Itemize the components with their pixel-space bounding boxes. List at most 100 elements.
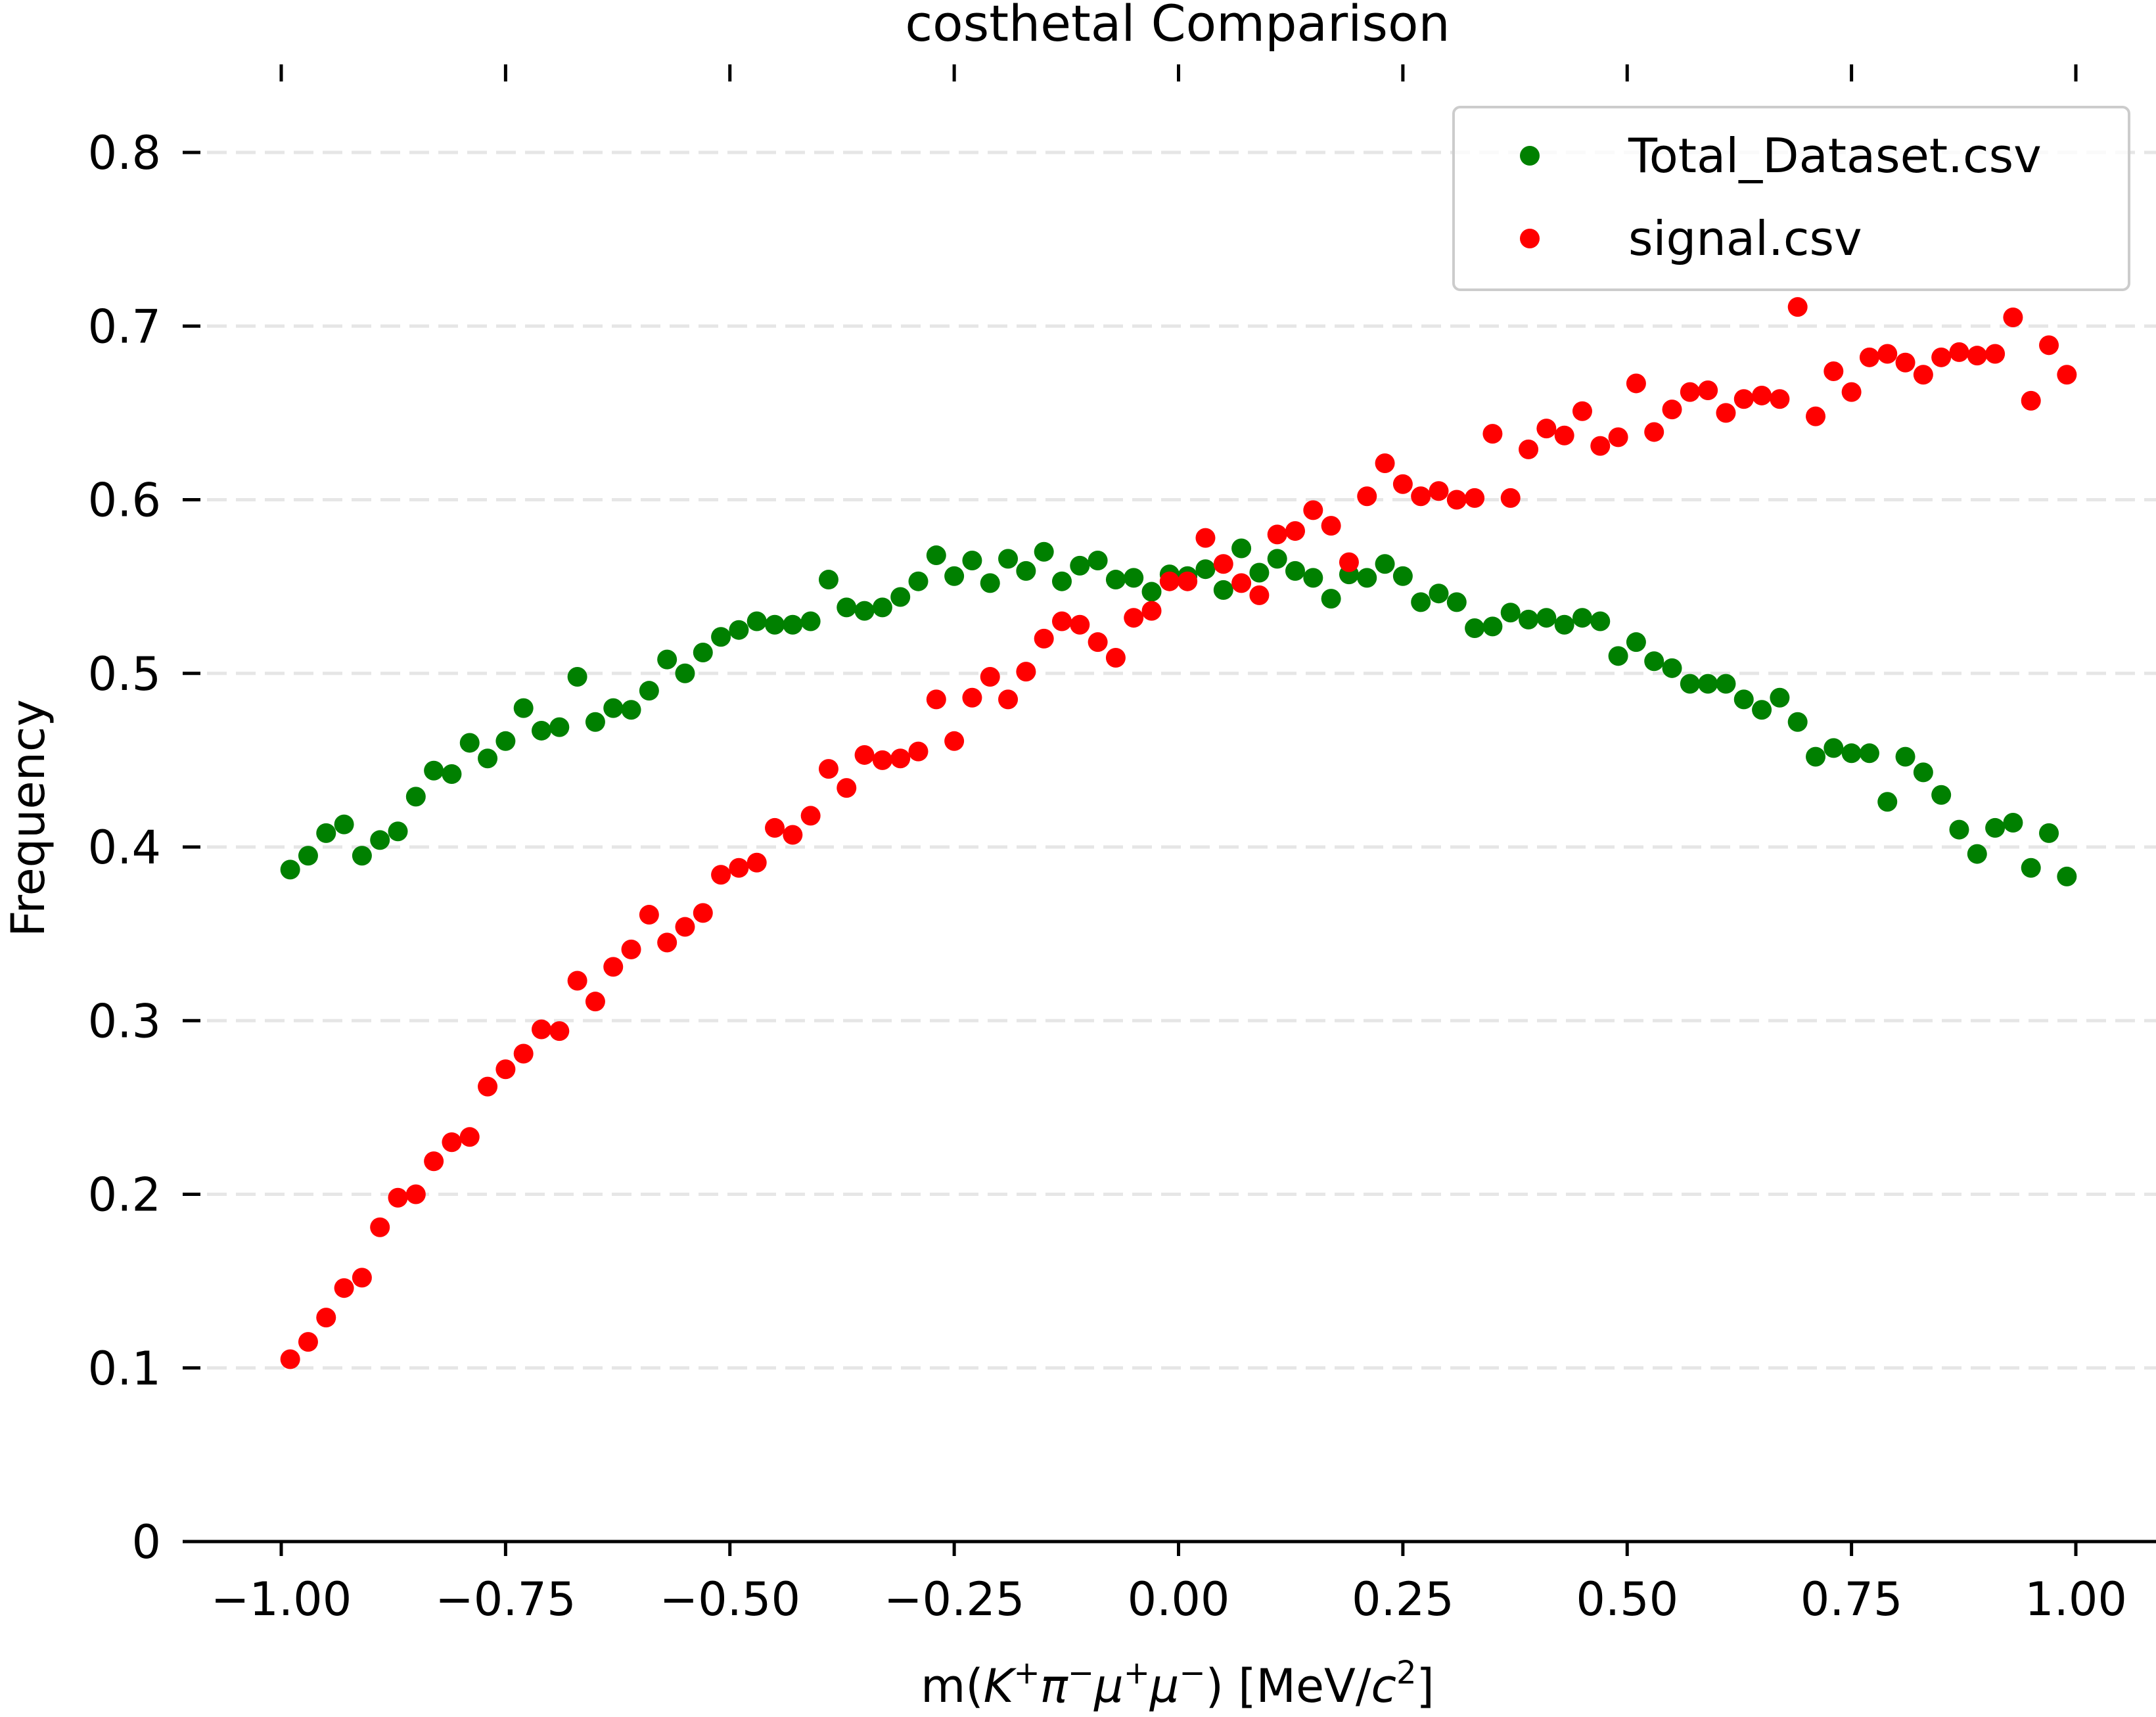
data-point (531, 1019, 551, 1040)
data-point (298, 846, 318, 866)
data-point (1716, 674, 1736, 694)
data-point (1070, 555, 1090, 576)
data-point (280, 1349, 300, 1369)
data-point (890, 587, 911, 607)
data-point (1178, 571, 1198, 591)
data-point (316, 1308, 336, 1328)
data-point (962, 550, 982, 570)
data-point (1823, 361, 1844, 381)
legend-marker-signal (1520, 229, 1540, 248)
data-point (1787, 712, 1808, 732)
data-point (962, 687, 982, 708)
data-point (1051, 571, 1072, 591)
data-point (1913, 762, 1933, 783)
data-point (2039, 823, 2059, 843)
data-point (944, 566, 965, 586)
data-point (1931, 347, 1952, 367)
data-point (1716, 403, 1736, 423)
data-point (872, 750, 892, 770)
data-point (1124, 568, 1144, 588)
data-point (908, 741, 929, 762)
data-point (1213, 580, 1233, 600)
data-point (1536, 608, 1557, 628)
data-point (1070, 614, 1090, 635)
data-point (2039, 335, 2059, 355)
data-point (1949, 819, 1969, 840)
data-point (2057, 866, 2077, 886)
x-tick-label: 0.75 (1800, 1572, 1903, 1626)
data-point (729, 858, 749, 878)
data-point (478, 748, 498, 769)
data-point (603, 957, 624, 977)
data-point (1698, 674, 1718, 694)
data-point (1375, 554, 1395, 574)
data-point (639, 905, 659, 925)
legend-label-total-dataset: Total_Dataset.csv (1628, 128, 2042, 183)
data-point (1034, 628, 1054, 649)
data-point (352, 1268, 372, 1288)
data-point (1105, 570, 1126, 590)
data-point (2021, 858, 2041, 878)
data-point (639, 681, 659, 701)
data-point (585, 992, 605, 1012)
data-point (388, 1187, 408, 1208)
data-point (1733, 389, 1754, 409)
data-point (854, 601, 875, 621)
data-point (621, 700, 641, 720)
data-point (657, 649, 677, 670)
data-point (334, 814, 354, 835)
data-point (800, 806, 821, 826)
x-tick-label: −0.50 (659, 1572, 800, 1626)
data-point (1931, 785, 1952, 805)
data-point (1662, 400, 1682, 420)
data-point (818, 570, 838, 590)
data-points (280, 297, 2077, 1369)
data-point (1662, 658, 1682, 678)
data-point (1285, 561, 1306, 581)
data-point (2003, 813, 2023, 833)
data-point (459, 733, 480, 753)
data-point (711, 865, 731, 885)
data-point (1231, 538, 1252, 559)
x-tick-label: −1.00 (211, 1572, 352, 1626)
data-point (1752, 385, 1772, 405)
data-point (1051, 611, 1072, 631)
data-point (1357, 568, 1377, 588)
series-1 (280, 297, 2077, 1369)
data-point (442, 1132, 462, 1153)
data-point (2003, 308, 2023, 328)
data-point (1285, 521, 1306, 541)
data-point (424, 1151, 444, 1172)
data-point (1357, 486, 1377, 507)
data-point (1859, 743, 1879, 764)
data-point (549, 717, 570, 737)
data-point (765, 817, 785, 838)
data-point (1465, 488, 1485, 508)
data-point (1411, 486, 1431, 507)
x-tick-label: 0.00 (1128, 1572, 1230, 1626)
data-point (657, 932, 677, 953)
data-point (1392, 474, 1413, 494)
data-point (854, 744, 875, 765)
data-point (1249, 585, 1270, 605)
data-point (1806, 406, 1826, 426)
data-point (1321, 589, 1341, 609)
data-point (998, 689, 1019, 710)
data-point (1195, 528, 1216, 548)
legend-label-signal: signal.csv (1628, 211, 1862, 266)
data-point (459, 1127, 480, 1147)
data-point (944, 731, 965, 751)
data-point (1088, 550, 1108, 570)
data-point (746, 611, 767, 631)
y-tick-label: 0.1 (88, 1342, 161, 1396)
data-point (1429, 584, 1449, 604)
data-point (765, 614, 785, 635)
data-point (1787, 297, 1808, 317)
legend-frame (1452, 106, 2130, 291)
data-point (316, 823, 336, 843)
legend-marker-total-dataset (1520, 146, 1540, 166)
data-point (998, 549, 1019, 569)
data-point (1105, 647, 1126, 668)
data-point (1680, 382, 1700, 402)
